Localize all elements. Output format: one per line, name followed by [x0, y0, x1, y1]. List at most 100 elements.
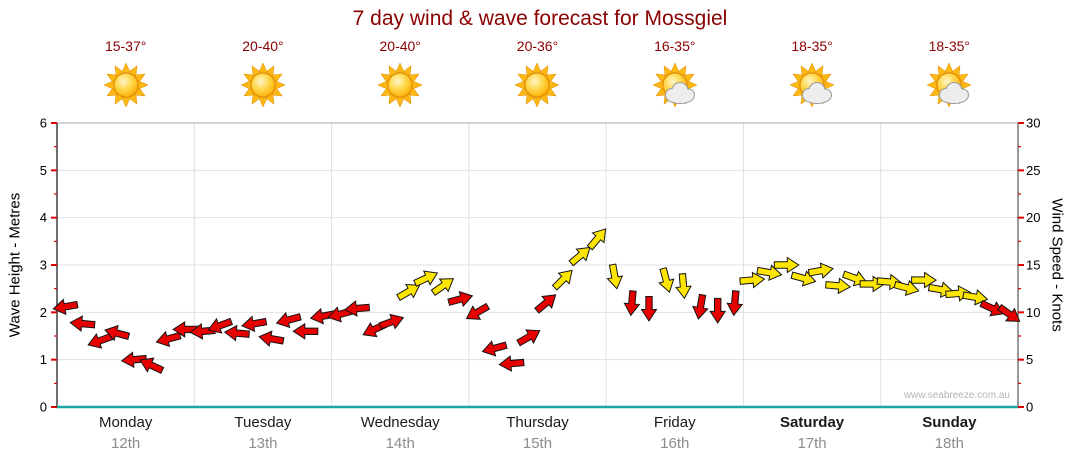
- right-tick-label: 5: [1026, 352, 1033, 367]
- left-tick-label: 3: [40, 258, 47, 273]
- day-header-row: 15-37° 20-40° 20-40° 20-36° 16-35° 18-35° 18-3…: [57, 38, 1018, 109]
- day-header: 16-35°: [606, 38, 743, 109]
- day-name: Wednesday: [360, 414, 440, 431]
- wind-arrow: [447, 290, 474, 308]
- wind-arrow: [739, 271, 766, 289]
- day-header: 20-40°: [194, 38, 331, 109]
- wind-arrow: [756, 264, 783, 281]
- wind-arrow: [893, 279, 920, 296]
- day-name: Sunday: [922, 414, 977, 431]
- day-footer: Thursday 15th: [469, 414, 606, 452]
- day-header: 20-40°: [332, 38, 469, 109]
- temperature-range: 16-35°: [654, 38, 696, 54]
- chart-title: 7 day wind & wave forecast for Mossgiel: [352, 7, 728, 30]
- sun-cloud-icon: [789, 62, 835, 108]
- right-tick-label: 0: [1026, 400, 1033, 415]
- day-name: Thursday: [506, 414, 569, 431]
- sun-icon: [103, 62, 149, 108]
- temperature-range: 18-35°: [928, 38, 971, 54]
- wind-arrow: [692, 293, 709, 320]
- wind-arrow: [623, 290, 641, 317]
- wind-arrow: [498, 355, 525, 372]
- wind-arrow: [396, 283, 421, 301]
- temperature-range: 20-40°: [379, 38, 421, 54]
- wind-arrow: [155, 330, 182, 348]
- day-date: 12th: [111, 435, 141, 452]
- temperature-range: 18-35°: [791, 38, 833, 54]
- wind-arrow: [825, 277, 852, 295]
- day-footer-row: Monday 12th Tuesday 13th Wednesday 14th Thursd…: [57, 414, 1018, 452]
- wind-arrow: [172, 320, 199, 338]
- wind-arrow: [807, 262, 834, 279]
- wind-arrow: [979, 299, 1005, 317]
- wind-arrow: [911, 271, 938, 289]
- wind-arrow: [69, 315, 96, 333]
- wind-arrow: [87, 332, 113, 349]
- wind-arrow: [658, 267, 675, 294]
- wind-arrow: [139, 357, 165, 374]
- temperature-range: 15-37°: [104, 38, 147, 54]
- wind-arrow: [378, 313, 405, 330]
- wind-arrow: [568, 246, 591, 267]
- day-footer: Wednesday 14th: [332, 414, 469, 452]
- day-footer: Tuesday 13th: [194, 414, 331, 452]
- sun-cloud-icon: [926, 62, 972, 108]
- day-date: 13th: [248, 435, 278, 452]
- day-footer: Saturday 17th: [743, 414, 880, 452]
- day-name: Friday: [653, 414, 696, 431]
- sun-icon: [514, 62, 561, 108]
- wind-arrow: [606, 263, 624, 290]
- left-axis-label: Wave Height - Metres: [6, 192, 24, 338]
- wind-arrow: [465, 302, 491, 320]
- wind-arrow: [640, 296, 658, 322]
- wind-arrow: [997, 303, 1021, 322]
- sun-icon: [240, 62, 286, 108]
- wind-arrow: [962, 288, 989, 306]
- wind-arrow: [292, 322, 319, 340]
- temperature-range: 20-36°: [516, 38, 559, 54]
- right-tick-label: 30: [1026, 116, 1040, 131]
- left-tick-label: 0: [40, 400, 47, 415]
- day-header: 20-36°: [469, 38, 606, 109]
- wind-arrow: [275, 311, 302, 329]
- watermark: www.seabreeze.com.au: [903, 390, 1010, 401]
- wind-arrow: [413, 270, 439, 287]
- wind-arrow: [241, 315, 268, 333]
- wind-arrow: [343, 300, 371, 317]
- wind-arrow: [104, 324, 131, 342]
- right-tick-label: 15: [1026, 258, 1040, 273]
- left-tick-label: 6: [40, 116, 47, 131]
- wind-arrow: [309, 307, 336, 325]
- wind-arrow: [516, 329, 541, 347]
- wind-arrow: [586, 228, 607, 251]
- day-name: Saturday: [779, 414, 845, 431]
- right-tick-label: 20: [1026, 210, 1040, 225]
- wind-arrow: [675, 273, 692, 300]
- right-tick-label: 10: [1026, 305, 1040, 320]
- wind-arrow: [120, 351, 147, 369]
- left-tick-label: 4: [40, 210, 47, 225]
- left-tick-label: 2: [40, 305, 47, 320]
- day-footer: Monday 12th: [57, 414, 194, 452]
- wind-arrow: [258, 330, 285, 348]
- day-header: 18-35°: [881, 38, 1018, 109]
- wind-arrow: [534, 294, 557, 314]
- day-date: 14th: [385, 435, 415, 452]
- day-date: 17th: [797, 435, 827, 452]
- temperature-range: 20-40°: [242, 38, 284, 54]
- day-name: Tuesday: [234, 414, 292, 431]
- left-tick-label: 1: [40, 352, 47, 367]
- sun-icon: [377, 62, 423, 108]
- wind-arrow: [223, 324, 250, 342]
- wind-arrow: [773, 256, 800, 274]
- right-axis-label: Wind Speed - Knots: [1048, 198, 1066, 332]
- day-name: Monday: [98, 414, 153, 431]
- wind-arrow: [726, 290, 744, 317]
- day-header: 15-37°: [57, 38, 194, 109]
- sun-cloud-icon: [652, 62, 698, 108]
- day-footer: Sunday 18th: [881, 414, 1018, 452]
- day-footer: Friday 16th: [606, 414, 743, 452]
- day-date: 18th: [934, 435, 964, 452]
- wind-arrow: [207, 317, 234, 334]
- left-tick-label: 5: [40, 163, 47, 178]
